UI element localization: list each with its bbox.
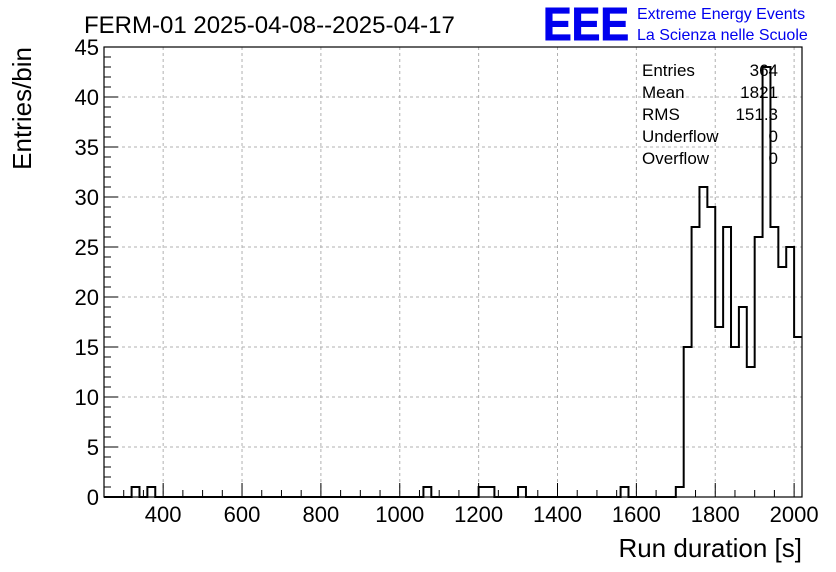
histogram-bin — [621, 487, 629, 497]
y-tick-label: 5 — [87, 435, 99, 460]
y-tick-label: 30 — [75, 185, 99, 210]
plot-frame — [103, 46, 803, 498]
histogram-bin — [692, 227, 700, 497]
histogram-bin — [770, 227, 778, 497]
y-tick-label: 0 — [87, 485, 99, 510]
y-axis-label: Entries/bin — [7, 47, 37, 170]
y-tick-label: 20 — [75, 285, 99, 310]
y-tick-label: 10 — [75, 385, 99, 410]
y-tick-label: 40 — [75, 85, 99, 110]
grid-lines — [104, 46, 802, 497]
stats-label: Underflow — [642, 127, 719, 146]
x-tick-label: 1600 — [612, 502, 661, 527]
stats-label: Entries — [642, 61, 695, 80]
x-tick-label: 1200 — [454, 502, 503, 527]
histogram-bin — [684, 347, 692, 497]
histogram-bin — [723, 227, 731, 497]
x-tick-labels: 400 600 800 1000 1200 1400 1600 1800 2000 — [145, 502, 819, 527]
eee-logo: EEE Extreme Energy Events La Scienza nel… — [543, 0, 808, 51]
chart-title: FERM-01 2025-04-08--2025-04-17 — [84, 12, 455, 39]
axis-ticks — [103, 46, 795, 498]
y-tick-label: 25 — [75, 235, 99, 260]
x-tick-label: 400 — [145, 502, 182, 527]
histogram-bin — [747, 367, 755, 497]
stats-box: Entries 364 Mean 1821 RMS 151.3 Underflow 0 Over… — [642, 61, 778, 168]
histogram-bin — [786, 247, 794, 497]
histogram-bin — [755, 237, 763, 497]
x-tick-label: 1800 — [691, 502, 740, 527]
stats-value: 0 — [769, 149, 778, 168]
logo-mark: EEE — [543, 0, 629, 50]
y-tick-label: 35 — [75, 135, 99, 160]
histogram-bin — [739, 307, 747, 497]
histogram-bin — [147, 487, 155, 497]
stats-value: 1821 — [740, 83, 778, 102]
stats-value: 364 — [750, 61, 778, 80]
histogram-bin — [423, 487, 431, 497]
logo-line-2: La Scienza nelle Scuole — [637, 27, 808, 44]
x-tick-label: 1000 — [375, 502, 424, 527]
stats-label: Mean — [642, 83, 685, 102]
y-tick-label: 45 — [75, 35, 99, 60]
histogram-bin — [699, 187, 707, 497]
x-axis-label: Run duration [s] — [618, 533, 802, 563]
stats-value: 0 — [769, 127, 778, 146]
histogram-bin — [715, 327, 723, 497]
histogram-bin — [676, 487, 684, 497]
x-tick-label: 600 — [224, 502, 261, 527]
x-tick-label: 1400 — [533, 502, 582, 527]
histogram-bin — [518, 487, 526, 497]
stats-label: RMS — [642, 105, 680, 124]
logo-line-1: Extreme Energy Events — [637, 6, 805, 23]
stats-label: Overflow — [642, 149, 710, 168]
histogram-bin — [487, 487, 495, 497]
histogram-bin — [479, 487, 487, 497]
histogram-bin — [778, 267, 786, 497]
x-tick-label: 2000 — [770, 502, 819, 527]
histogram-bin — [731, 347, 739, 497]
x-tick-label: 800 — [303, 502, 340, 527]
y-tick-label: 15 — [75, 335, 99, 360]
histogram-bin — [707, 207, 715, 497]
histogram-bin — [132, 487, 140, 497]
stats-value: 151.3 — [735, 105, 778, 124]
y-tick-labels: 0 5 10 15 20 25 30 35 40 45 — [75, 35, 99, 510]
histogram-bin — [794, 337, 802, 497]
